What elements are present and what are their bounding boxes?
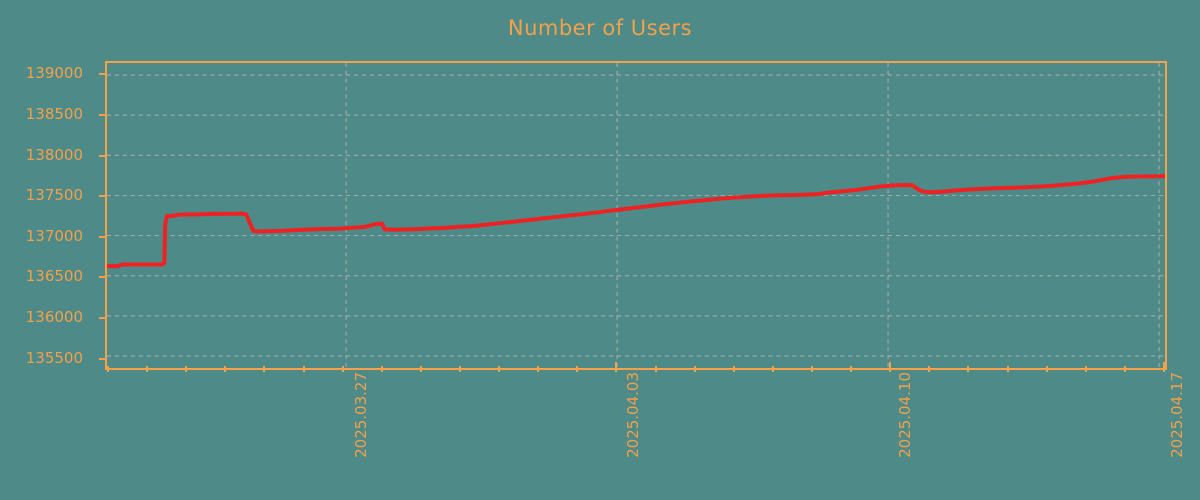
x-tick-mark-minor [185,366,188,372]
x-tick-mark-major [1163,362,1165,372]
gridlines [107,63,1165,368]
y-tick-label: 137500 [25,186,83,205]
x-tick-mark-minor [380,366,383,372]
y-tick-label: 136000 [25,308,83,327]
x-tick-mark-minor [459,366,461,372]
y-axis-tick-labels: 135500 136000 136500 137000 137500 138000 1385… [0,61,106,370]
x-tick-mark-minor [1123,366,1126,372]
x-tick-mark-minor [146,366,149,372]
series-number-of-users [107,63,1165,368]
x-tick-mark-minor [498,366,501,372]
x-tick-mark-minor [576,366,579,372]
x-tick-mark-minor [850,366,853,372]
y-tick-mark [99,276,106,279]
y-tick-mark [99,154,106,157]
x-tick-label: 2025.04.03 [624,372,642,458]
x-tick-mark-minor [654,366,657,372]
x-tick-mark-minor [537,366,540,372]
x-tick-mark-minor [224,366,227,372]
x-tick-label: 2025.03.27 [352,372,370,458]
x-tick-mark-major [889,362,892,372]
y-tick-mark [99,195,106,198]
x-tick-mark-minor [771,366,774,372]
x-tick-mark-minor [263,366,266,372]
chart-title: Number of Users [507,16,693,40]
x-tick-label: 2025.04.17 [1168,372,1186,458]
plot-area [105,61,1167,370]
y-tick-label: 137000 [25,226,83,245]
x-tick-mark-major [615,362,618,372]
y-tick-label: 135500 [25,348,83,367]
x-tick-mark-minor [693,366,696,372]
x-tick-mark-minor [107,366,109,372]
x-tick-mark-minor [1084,366,1087,372]
x-tick-mark-minor [302,366,305,372]
y-tick-mark [99,357,106,360]
x-tick-mark-minor [341,366,344,372]
series-line [107,176,1165,266]
x-axis-tick-labels: 2025.03.27 2025.04.03 2025.04.10 2025.04.17 [105,372,1186,492]
y-tick-mark [99,113,106,116]
y-tick-label: 136500 [25,267,83,286]
x-tick-mark-minor [811,366,813,372]
y-tick-label: 139000 [25,64,83,83]
x-tick-mark-minor [1045,366,1048,372]
x-tick-mark-minor [732,366,735,372]
x-tick-mark-minor [967,366,970,372]
y-tick-mark [99,317,106,320]
y-tick-mark [99,73,106,76]
x-tick-mark-minor [928,366,931,372]
y-tick-label: 138500 [25,104,83,123]
x-tick-mark-minor [1006,366,1009,372]
y-tick-mark [99,235,106,238]
y-tick-label: 138000 [25,145,83,164]
x-tick-label: 2025.04.10 [896,372,914,458]
x-tick-mark-minor [419,366,422,372]
